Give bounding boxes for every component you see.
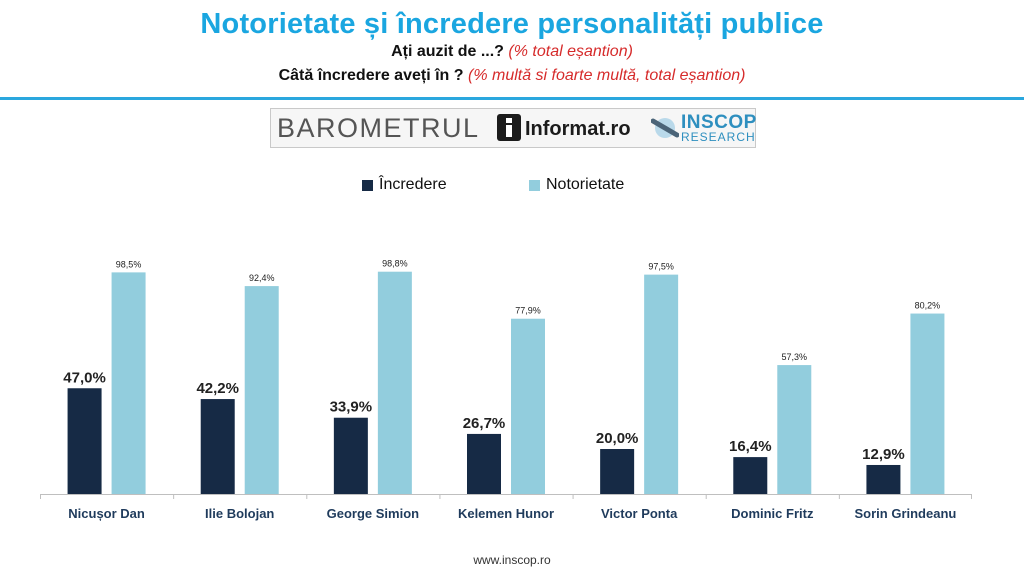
chart-legend: Încredere Notorietate [0, 176, 1024, 196]
bar-incredere-6 [866, 464, 901, 494]
bar-incredere-5 [733, 457, 768, 494]
subtitle-question-1: Ați auzit de ...? (% total eșantion) [0, 43, 1024, 61]
inscop-research-text: RESEARCH [681, 130, 756, 144]
barometru-logo-text: BAROMETRUL [277, 113, 480, 143]
legend-swatch-notorietate [529, 179, 540, 191]
barometer-banner: BAROMETRUL Informat.ro INSCOP RESEARCH [270, 108, 756, 148]
bar-notorietate-4 [644, 274, 679, 494]
legend-label-notorietate: Notorietate [546, 176, 625, 193]
legend-label-incredere: Încredere [379, 176, 447, 193]
question-2-note: (% multă si foarte multă, total eșantion… [467, 67, 746, 84]
bar-incredere-2 [333, 417, 368, 494]
footer-url: www.inscop.ro [473, 553, 551, 567]
bar-notorietate-5 [777, 365, 812, 494]
bar-incredere-3 [467, 433, 501, 494]
data-label-notorietate-3: 77,9% [515, 306, 541, 316]
data-label-incredere-0: 47,0% [63, 369, 106, 386]
category-label-3: Kelemen Hunor [458, 506, 554, 521]
legend-item-notorietate: Notorietate [529, 176, 624, 194]
category-label-2: George Simion [327, 506, 420, 521]
question-2-text: Câtă încredere aveți în ? [278, 67, 464, 84]
question-1-text: Ați auzit de ...? [391, 43, 504, 60]
bar-incredere-1 [200, 399, 235, 494]
bar-incredere-0 [67, 388, 102, 494]
category-label-0: Nicușor Dan [68, 506, 145, 521]
data-label-notorietate-2: 98,8% [382, 259, 408, 269]
category-label-5: Dominic Fritz [731, 506, 814, 521]
bar-notorietate-1 [244, 286, 279, 494]
data-label-incredere-1: 42,2% [196, 380, 239, 397]
data-label-notorietate-6: 80,2% [915, 301, 941, 311]
data-label-notorietate-1: 92,4% [249, 273, 275, 283]
category-label-6: Sorin Grindeanu [855, 506, 957, 521]
data-label-notorietate-0: 98,5% [116, 259, 142, 269]
data-label-notorietate-4: 97,5% [648, 262, 674, 272]
category-label-4: Victor Ponta [601, 506, 678, 521]
data-label-incredere-3: 26,7% [463, 415, 506, 432]
bar-notorietate-2 [377, 271, 412, 494]
header-divider [0, 97, 1024, 100]
legend-item-incredere: Încredere [362, 176, 447, 194]
data-label-incredere-2: 33,9% [330, 399, 373, 416]
data-label-incredere-4: 20,0% [596, 430, 639, 447]
inscop-logo-icon [651, 118, 679, 138]
category-label-1: Ilie Bolojan [205, 506, 274, 521]
data-label-notorietate-5: 57,3% [782, 352, 808, 362]
informat-logo-icon [497, 114, 521, 141]
bar-notorietate-6 [910, 313, 945, 494]
inscop-logo-text: INSCOP [681, 112, 757, 133]
data-label-incredere-5: 16,4% [729, 438, 772, 455]
informat-logo-text: Informat.ro [525, 118, 631, 140]
question-1-note: (% total eșantion) [508, 43, 633, 60]
data-label-incredere-6: 12,9% [862, 446, 905, 463]
bar-notorietate-0 [111, 272, 146, 494]
bar-incredere-4 [600, 449, 635, 494]
bar-notorietate-3 [511, 318, 545, 494]
legend-swatch-incredere [362, 179, 373, 191]
subtitle-question-2: Câtă încredere aveți în ? (% multă si fo… [0, 67, 1024, 85]
page-title: Notorietate și încredere personalități p… [200, 8, 824, 40]
